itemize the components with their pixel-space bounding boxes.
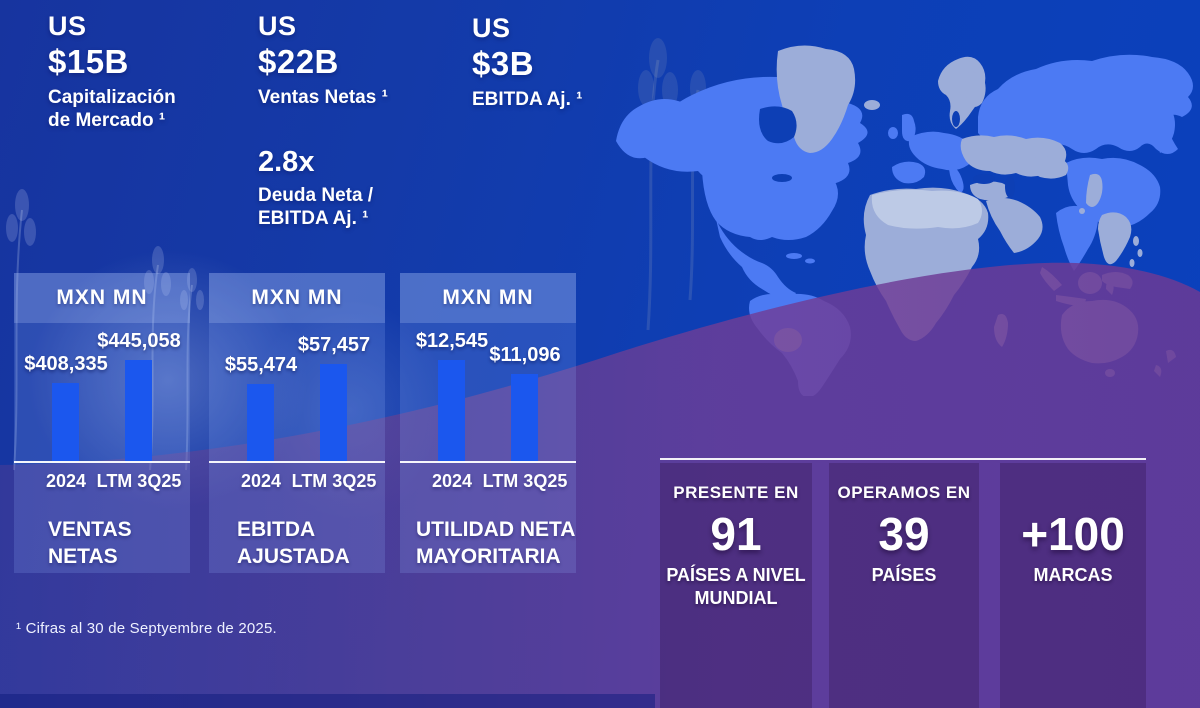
stat-label: MARCAS: [1033, 565, 1113, 585]
map-korea: [1106, 191, 1115, 207]
map-uk: [902, 113, 916, 142]
chart-baseline: [209, 461, 385, 463]
map-great-lakes: [772, 174, 792, 182]
stat-header: PRESENTE EN: [673, 483, 799, 502]
bar-value-label: $445,058: [97, 330, 181, 352]
map-kamchatka: [1157, 103, 1175, 153]
bar-ltm-3q25: [511, 374, 538, 461]
map-ireland: [888, 127, 898, 139]
bar-value-label: $11,096: [489, 344, 561, 366]
category-label: LTM 3Q25: [96, 471, 182, 491]
bar-value-label: $408,335: [24, 353, 108, 375]
bar-2024: [438, 360, 465, 461]
category-label: LTM 3Q25: [482, 471, 568, 491]
bar-value-label: $12,545: [415, 330, 489, 352]
stat-label: PAÍSES A NIVEL MUNDIAL: [666, 565, 806, 608]
kpi-leverage-ratio: 2.8x Deuda Neta / EBITDA Aj. ¹: [258, 146, 374, 230]
chart-title: VENTAS NETAS: [48, 518, 132, 569]
kpi-label: Capitalización de Mercado ¹: [48, 86, 176, 131]
map-baltic-sea: [952, 111, 960, 127]
category-label: 2024: [431, 471, 473, 491]
kpi-label: Ventas Netas ¹: [258, 86, 388, 108]
map-europe: [908, 131, 974, 171]
stat-header: [1000, 483, 1146, 506]
map-usa: [702, 171, 838, 240]
stat-label: PAÍSES: [871, 565, 937, 585]
bar-value-label: $55,474: [224, 354, 298, 376]
kpi-currency: US: [48, 11, 87, 41]
bar-chart-2: MXN MN $12,545 $11,096 2024 LTM 3Q25 UTI…: [400, 273, 576, 573]
map-italy: [948, 163, 964, 193]
kpi-label: EBITDA Aj. ¹: [472, 88, 583, 110]
chart-unit-label: MXN MN: [14, 273, 190, 323]
map-russia: [978, 54, 1193, 154]
map-turkey: [970, 181, 1010, 201]
map-caspian-sea: [1005, 176, 1015, 198]
bottom-edge-strip: [0, 694, 655, 708]
map-mongolia: [1028, 156, 1069, 179]
divider-line: [660, 458, 1146, 460]
category-label: 2024: [240, 471, 282, 491]
chart-category-axis: 2024 LTM 3Q25: [209, 471, 385, 491]
map-indochina: [1098, 212, 1132, 265]
map-mexico: [716, 219, 796, 303]
chart-baseline: [14, 461, 190, 463]
bar-ltm-3q25: [125, 360, 152, 461]
chart-category-axis: 2024 LTM 3Q25: [400, 471, 576, 491]
bar-value-label: $57,457: [297, 334, 371, 356]
kpi-amount: $15B: [48, 42, 129, 80]
stat-number: 39: [878, 508, 930, 560]
chart-unit-label: MXN MN: [209, 273, 385, 323]
map-iberia: [892, 161, 926, 184]
map-iceland: [864, 100, 880, 110]
chart-category-axis: 2024 LTM 3Q25: [14, 471, 190, 491]
map-black-sea: [973, 174, 995, 184]
kpi-ebitda: US $3B EBITDA Aj. ¹: [472, 12, 582, 111]
ratio-value: 2.8x: [258, 146, 315, 178]
chart-plot-area: $12,545 $11,096: [400, 323, 576, 461]
chart-title: EBITDA AJUSTADA: [237, 518, 350, 569]
category-label: LTM 3Q25: [291, 471, 377, 491]
bar-chart-0: MXN MN $408,335 $445,058 2024 LTM 3Q25 V…: [14, 273, 190, 573]
kpi-currency: US: [258, 11, 297, 41]
stat-brands: +100 MARCAS: [1000, 463, 1146, 708]
stat-number: 91: [710, 508, 762, 560]
kpi-net-sales: US $22B Ventas Netas ¹: [258, 10, 388, 109]
chart-title: UTILIDAD NETA MAYORITARIA: [416, 518, 576, 569]
chart-plot-area: $55,474 $57,457: [209, 323, 385, 461]
map-middle-east: [986, 198, 1043, 253]
footnote: ¹ Cifras al 30 de Septyembre de 2025.: [16, 620, 277, 637]
kpi-amount: $3B: [472, 44, 535, 82]
kpi-amount: $22B: [258, 42, 339, 80]
category-label: 2024: [45, 471, 87, 491]
kpi-currency: US: [472, 13, 511, 43]
chart-plot-area: $408,335 $445,058: [14, 323, 190, 461]
bar-2024: [52, 383, 79, 461]
chart-baseline: [400, 461, 576, 463]
ratio-label: Deuda Neta / EBITDA Aj. ¹: [258, 184, 374, 230]
map-japan: [1086, 173, 1103, 207]
bar-chart-1: MXN MN $55,474 $57,457 2024 LTM 3Q25 EBI…: [209, 273, 385, 573]
chart-unit-label: MXN MN: [400, 273, 576, 323]
map-india: [1056, 205, 1098, 271]
stat-countries-presence: PRESENTE EN 91 PAÍSES A NIVEL MUNDIAL: [660, 463, 812, 708]
bar-ltm-3q25: [320, 364, 347, 461]
map-hudson-bay: [759, 106, 797, 144]
stat-countries-operations: OPERAMOS EN 39 PAÍSES: [829, 463, 979, 708]
stat-number: +100: [1021, 508, 1125, 560]
stat-header: OPERAMOS EN: [837, 483, 971, 502]
kpi-market-cap: US $15B Capitalización de Mercado ¹: [48, 10, 176, 132]
bar-2024: [247, 384, 274, 461]
